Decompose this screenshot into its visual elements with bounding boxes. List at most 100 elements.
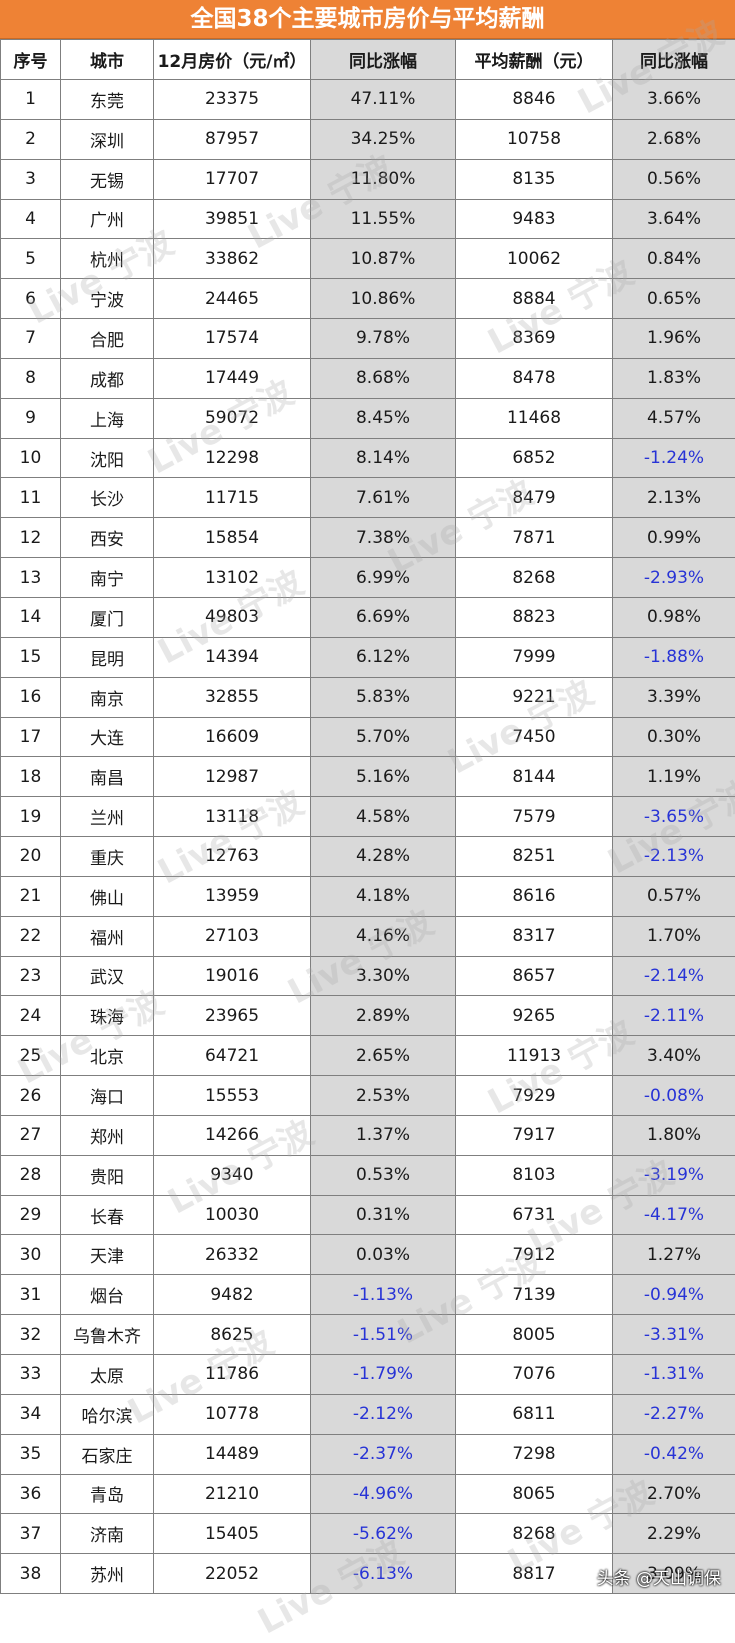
cell-index: 21 xyxy=(1,876,61,916)
cell-index: 32 xyxy=(1,1315,61,1355)
cell-city: 杭州 xyxy=(61,239,154,279)
table-title: 全国38个主要城市房价与平均薪酬 xyxy=(0,0,735,39)
cell-salary-yoy: -2.93% xyxy=(613,558,735,598)
cell-salary-yoy: -3.31% xyxy=(613,1315,735,1355)
cell-city: 乌鲁木齐 xyxy=(61,1315,154,1355)
cell-salary-yoy: 1.27% xyxy=(613,1235,735,1275)
cell-city: 南昌 xyxy=(61,757,154,797)
cell-price: 9340 xyxy=(154,1155,311,1195)
cell-price: 10778 xyxy=(154,1394,311,1434)
cell-index: 7 xyxy=(1,319,61,359)
cell-city: 合肥 xyxy=(61,319,154,359)
cell-index: 4 xyxy=(1,199,61,239)
cell-salary-yoy: 0.56% xyxy=(613,159,735,199)
cell-city: 南宁 xyxy=(61,558,154,598)
cell-price: 13959 xyxy=(154,876,311,916)
cell-salary-yoy: -0.08% xyxy=(613,1076,735,1116)
cell-salary-yoy: -4.17% xyxy=(613,1195,735,1235)
header-salary-yoy: 同比涨幅 xyxy=(613,40,735,80)
cell-index: 36 xyxy=(1,1474,61,1514)
cell-salary-yoy: -1.88% xyxy=(613,637,735,677)
cell-city: 石家庄 xyxy=(61,1434,154,1474)
cell-index: 23 xyxy=(1,956,61,996)
cell-city: 济南 xyxy=(61,1514,154,1554)
cell-city: 哈尔滨 xyxy=(61,1394,154,1434)
cell-salary-yoy: 1.19% xyxy=(613,757,735,797)
cell-price: 15854 xyxy=(154,518,311,558)
cell-salary-yoy: -1.24% xyxy=(613,438,735,478)
cell-city: 海口 xyxy=(61,1076,154,1116)
cell-salary: 8823 xyxy=(456,597,613,637)
cell-index: 10 xyxy=(1,438,61,478)
cell-salary: 8657 xyxy=(456,956,613,996)
cell-price-yoy: -4.96% xyxy=(311,1474,456,1514)
cell-price-yoy: 0.31% xyxy=(311,1195,456,1235)
cell-index: 35 xyxy=(1,1434,61,1474)
cell-index: 30 xyxy=(1,1235,61,1275)
cell-salary: 10062 xyxy=(456,239,613,279)
cell-salary-yoy: 1.83% xyxy=(613,358,735,398)
cell-price: 49803 xyxy=(154,597,311,637)
header-price: 12月房价（元/㎡） xyxy=(154,40,311,80)
cell-price-yoy: 4.18% xyxy=(311,876,456,916)
cell-index: 16 xyxy=(1,677,61,717)
cell-price: 10030 xyxy=(154,1195,311,1235)
cell-price: 14489 xyxy=(154,1434,311,1474)
cell-price: 64721 xyxy=(154,1036,311,1076)
cell-salary-yoy: -3.65% xyxy=(613,797,735,837)
cell-index: 27 xyxy=(1,1115,61,1155)
cell-salary: 8144 xyxy=(456,757,613,797)
cell-index: 22 xyxy=(1,916,61,956)
cell-city: 重庆 xyxy=(61,837,154,877)
cell-price-yoy: 0.53% xyxy=(311,1155,456,1195)
cell-index: 37 xyxy=(1,1514,61,1554)
cell-price: 27103 xyxy=(154,916,311,956)
cell-salary: 7579 xyxy=(456,797,613,837)
cell-price: 14394 xyxy=(154,637,311,677)
cell-city: 东莞 xyxy=(61,80,154,120)
cell-city: 厦门 xyxy=(61,597,154,637)
cell-price-yoy: 5.16% xyxy=(311,757,456,797)
cell-city: 兰州 xyxy=(61,797,154,837)
cell-price-yoy: 10.87% xyxy=(311,239,456,279)
cell-price: 21210 xyxy=(154,1474,311,1514)
cell-city: 长沙 xyxy=(61,478,154,518)
cell-salary: 7298 xyxy=(456,1434,613,1474)
cell-price-yoy: -5.62% xyxy=(311,1514,456,1554)
cell-city: 昆明 xyxy=(61,637,154,677)
cell-price: 33862 xyxy=(154,239,311,279)
cell-price: 8625 xyxy=(154,1315,311,1355)
cell-price: 13118 xyxy=(154,797,311,837)
cell-price-yoy: -2.12% xyxy=(311,1394,456,1434)
cell-index: 1 xyxy=(1,80,61,120)
cell-price: 26332 xyxy=(154,1235,311,1275)
cell-price-yoy: -1.51% xyxy=(311,1315,456,1355)
page: 全国38个主要城市房价与平均薪酬 序号 城市 12月房价（元/㎡） 同比涨幅 平… xyxy=(0,0,735,1601)
cell-index: 12 xyxy=(1,518,61,558)
cell-index: 33 xyxy=(1,1355,61,1395)
cell-salary-yoy: -0.42% xyxy=(613,1434,735,1474)
cell-salary-yoy: 3.64% xyxy=(613,199,735,239)
cell-salary: 7999 xyxy=(456,637,613,677)
cell-salary-yoy: 1.80% xyxy=(613,1115,735,1155)
cell-salary-yoy: 2.68% xyxy=(613,119,735,159)
cell-salary: 8817 xyxy=(456,1554,613,1594)
cell-salary: 8884 xyxy=(456,279,613,319)
cell-salary: 7450 xyxy=(456,717,613,757)
cell-city: 珠海 xyxy=(61,996,154,1036)
